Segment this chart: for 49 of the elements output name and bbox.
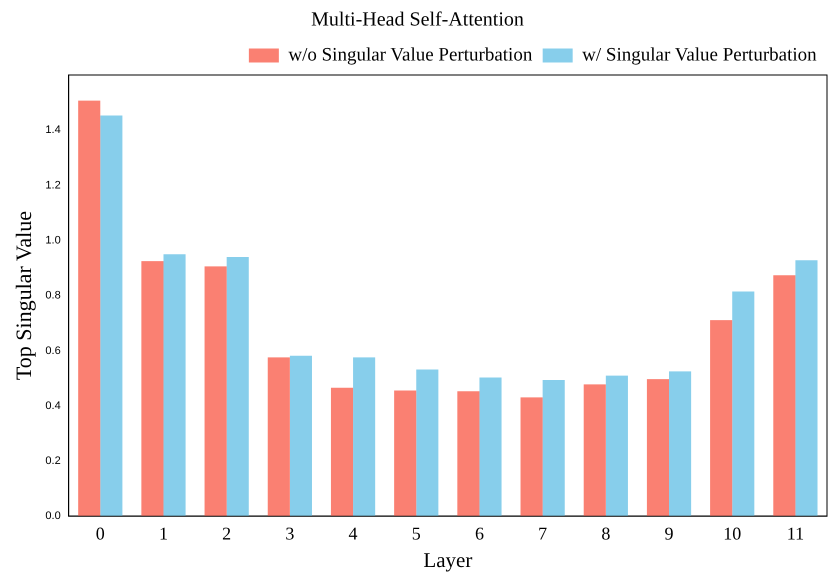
x-tick-label: 8 bbox=[601, 524, 610, 544]
x-tick-label: 9 bbox=[664, 524, 674, 544]
x-tick-label: 7 bbox=[538, 524, 548, 544]
x-tick-label: 6 bbox=[474, 524, 484, 544]
bar bbox=[330, 388, 354, 516]
bar bbox=[416, 370, 438, 516]
x-tick-label: 5 bbox=[412, 524, 421, 544]
x-axis-title: Layer bbox=[423, 548, 472, 572]
x-tick-label: 10 bbox=[723, 524, 742, 544]
bar bbox=[141, 261, 164, 516]
bar bbox=[353, 357, 376, 516]
bar bbox=[290, 356, 312, 516]
bar bbox=[479, 378, 502, 516]
x-tick-label: 11 bbox=[786, 524, 804, 544]
bar bbox=[78, 100, 100, 516]
bar bbox=[542, 380, 565, 516]
bar bbox=[606, 376, 628, 516]
y-tick-label: 1.4 bbox=[45, 124, 61, 136]
bar bbox=[268, 357, 290, 516]
x-tick-label: 2 bbox=[222, 524, 232, 544]
bar bbox=[204, 266, 227, 516]
bar bbox=[457, 391, 480, 516]
x-tick-label: 1 bbox=[158, 524, 168, 544]
x-tick-label: 0 bbox=[96, 524, 105, 544]
y-tick-label: 1.2 bbox=[45, 179, 61, 192]
y-tick-label: 0.6 bbox=[45, 344, 61, 357]
bar bbox=[710, 320, 732, 516]
y-axis-title: Top Singular Value bbox=[10, 211, 36, 380]
x-tick-label: 4 bbox=[348, 524, 358, 544]
bar bbox=[394, 390, 416, 516]
bar bbox=[584, 384, 606, 516]
y-tick-label: 1.0 bbox=[45, 234, 61, 246]
bar bbox=[669, 371, 692, 516]
bar bbox=[520, 397, 543, 516]
bar bbox=[163, 254, 186, 516]
legend-label: w/o Singular Value Perturbation bbox=[288, 44, 533, 66]
bar bbox=[732, 291, 754, 516]
y-tick-label: 0.8 bbox=[45, 290, 61, 302]
legend-label: w/ Singular Value Perturbation bbox=[582, 44, 818, 66]
x-tick-label: 3 bbox=[285, 524, 294, 544]
y-tick-label: 0.4 bbox=[45, 400, 61, 412]
y-tick-label: 0.2 bbox=[45, 455, 61, 468]
bar bbox=[773, 275, 796, 516]
bar bbox=[646, 379, 670, 516]
bar bbox=[795, 260, 818, 516]
chart-title: Multi-Head Self-Attention bbox=[311, 8, 524, 30]
bar bbox=[100, 116, 122, 516]
y-tick-label: 0.0 bbox=[45, 510, 61, 522]
bar bbox=[226, 256, 249, 516]
